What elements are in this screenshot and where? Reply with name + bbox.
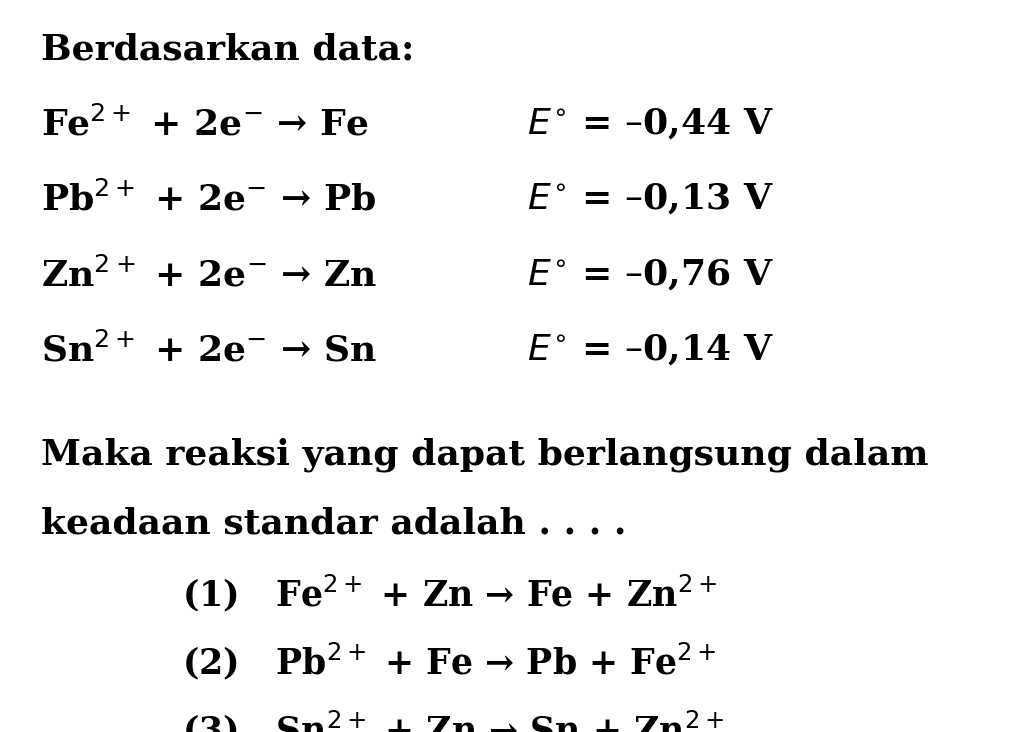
Text: $E^{\circ}$ = –0,44 V: $E^{\circ}$ = –0,44 V: [527, 106, 774, 141]
Text: keadaan standar adalah . . . .: keadaan standar adalah . . . .: [41, 507, 626, 540]
Text: Sn$^{2+}$ + 2e$^{-}$ → Sn: Sn$^{2+}$ + 2e$^{-}$ → Sn: [41, 332, 377, 368]
Text: (3)   Sn$^{2+}$ + Zn → Sn + Zn$^{2+}$: (3) Sn$^{2+}$ + Zn → Sn + Zn$^{2+}$: [182, 709, 724, 732]
Text: Fe$^{2+}$ + 2e$^{-}$ → Fe: Fe$^{2+}$ + 2e$^{-}$ → Fe: [41, 106, 368, 142]
Text: $E^{\circ}$ = –0,76 V: $E^{\circ}$ = –0,76 V: [527, 257, 774, 292]
Text: $E^{\circ}$ = –0,13 V: $E^{\circ}$ = –0,13 V: [527, 182, 774, 217]
Text: (1)   Fe$^{2+}$ + Zn → Fe + Zn$^{2+}$: (1) Fe$^{2+}$ + Zn → Fe + Zn$^{2+}$: [182, 572, 717, 613]
Text: Berdasarkan data:: Berdasarkan data:: [41, 33, 414, 67]
Text: Zn$^{2+}$ + 2e$^{-}$ → Zn: Zn$^{2+}$ + 2e$^{-}$ → Zn: [41, 257, 377, 293]
Text: (2)   Pb$^{2+}$ + Fe → Pb + Fe$^{2+}$: (2) Pb$^{2+}$ + Fe → Pb + Fe$^{2+}$: [182, 640, 717, 681]
Text: $E^{\circ}$ = –0,14 V: $E^{\circ}$ = –0,14 V: [527, 332, 774, 367]
Text: Pb$^{2+}$ + 2e$^{-}$ → Pb: Pb$^{2+}$ + 2e$^{-}$ → Pb: [41, 182, 376, 217]
Text: Maka reaksi yang dapat berlangsung dalam: Maka reaksi yang dapat berlangsung dalam: [41, 437, 928, 471]
